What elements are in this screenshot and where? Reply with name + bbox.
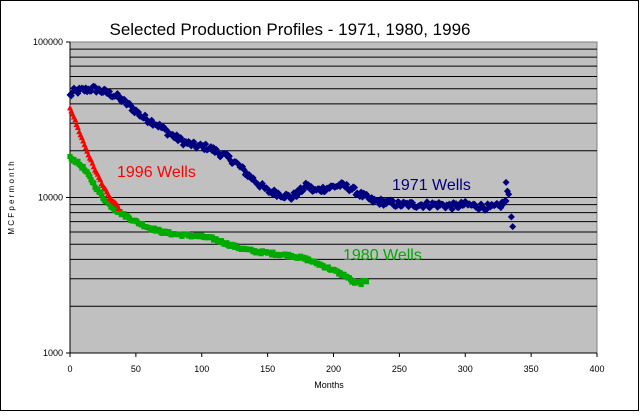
y-tick-label: 10000 [38,193,63,203]
data-point [202,140,210,148]
data-point [334,268,341,274]
data-point [121,97,129,105]
data-point [151,225,157,231]
data-point [115,205,122,211]
series-1996-wells [67,104,122,211]
data-point [209,234,215,240]
data-point [95,186,101,192]
data-point [509,223,517,231]
x-tick-label: 250 [392,364,407,374]
data-point [97,176,104,183]
data-point [303,255,309,261]
data-point [507,213,515,221]
data-point [337,269,343,276]
data-point [80,163,86,170]
data-point [87,173,93,179]
data-point [88,177,94,183]
data-point [363,279,370,285]
data-point [74,124,81,130]
series-1971-wells [66,82,517,231]
x-axis-label: Months [314,380,344,390]
data-point [268,252,275,258]
series-label: 1971 Wells [392,177,471,194]
data-point [72,116,79,123]
chart-title: Selected Production Profiles - 1971, 198… [109,20,470,39]
series-label: 1996 Wells [117,164,196,181]
data-point [341,271,347,278]
data-point [139,221,146,227]
gridlines [70,48,597,307]
data-point [448,205,456,213]
axes: 0 50 100 150 200 250 300 350 400 1000 10000 100000 [33,37,605,374]
series-label: 1980 Wells [343,247,422,264]
data-point [358,281,364,288]
data-point [502,197,510,205]
x-tick-label: 50 [131,364,141,374]
y-axis-label: M C F p e r m o n t h [7,161,16,234]
x-tick-label: 0 [67,364,72,374]
data-point [91,180,97,186]
data-point [351,183,359,191]
x-tick-label: 150 [260,364,275,374]
data-point [121,211,127,217]
x-tick-label: 200 [326,364,341,374]
x-tick-label: 400 [589,364,604,374]
y-tick-label: 100000 [33,37,63,47]
data-point [117,208,123,215]
x-tick-label: 300 [458,364,473,374]
series-1980-wells [67,153,370,288]
data-point [389,197,397,205]
data-point [505,190,513,198]
data-point [286,251,292,257]
data-point [106,88,114,96]
data-point [423,198,431,206]
data-point [502,178,510,186]
series-labels: 1971 Wells 1980 Wells 1996 Wells [117,164,471,264]
data-series [66,82,517,288]
data-point [258,251,264,257]
x-tick-label: 100 [194,364,209,374]
y-tick-label: 1000 [43,348,63,358]
x-tick-label: 350 [524,364,539,374]
data-point [99,192,105,198]
data-point [75,158,81,164]
data-point [106,201,113,207]
